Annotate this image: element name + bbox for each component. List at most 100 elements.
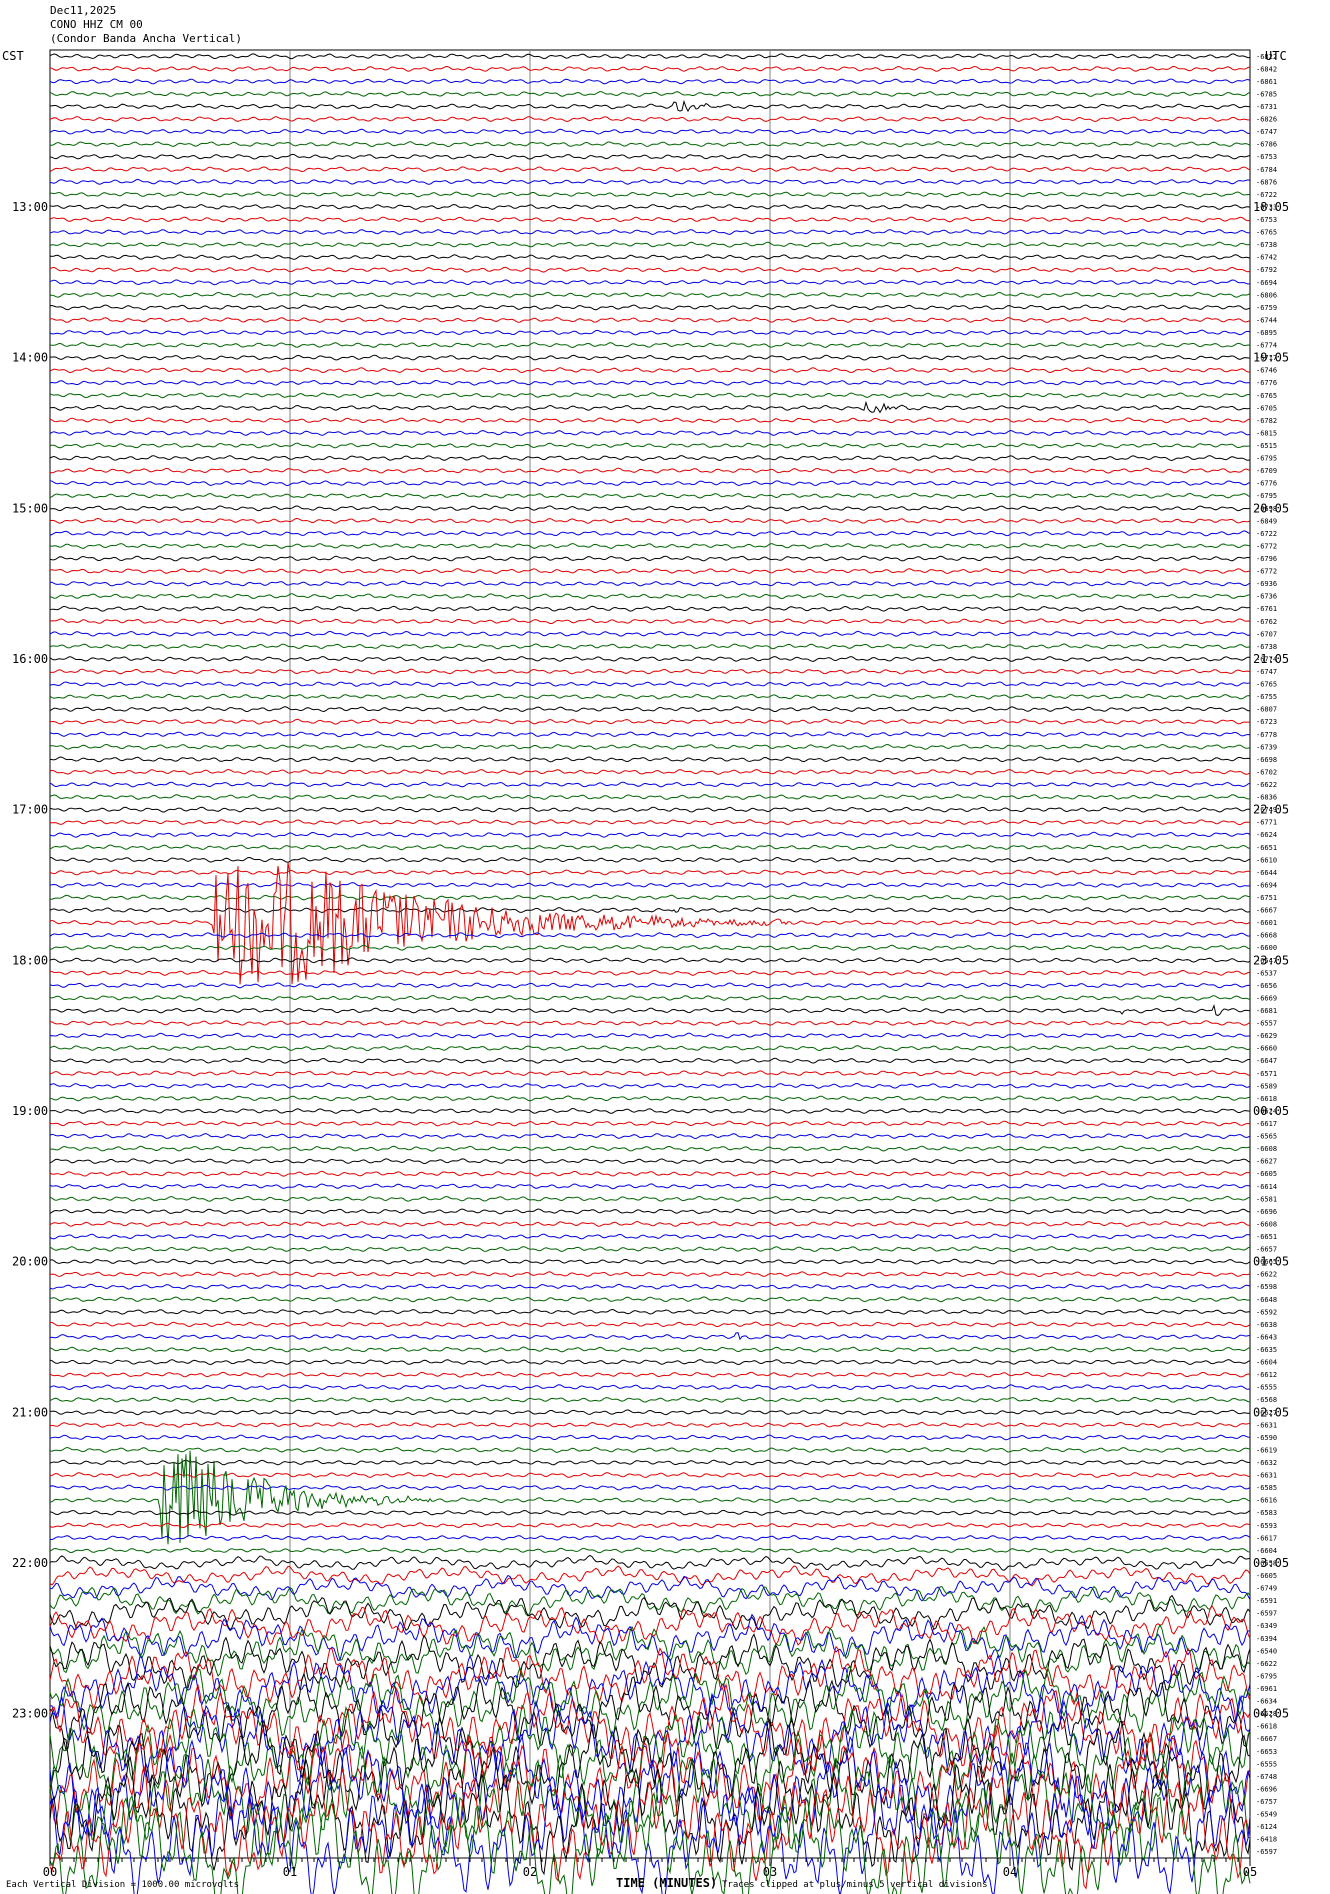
- trace-mean-label: -6807: [1256, 706, 1277, 714]
- trace-mean-label: -6591: [1256, 1597, 1277, 1605]
- seismic-trace: [49, 1057, 1250, 1064]
- seismic-trace: [49, 153, 1251, 160]
- x-axis: 00 01 02 03 04 05: [43, 1858, 1257, 1879]
- trace-mean-label: -6557: [1256, 1020, 1277, 1028]
- trace-mean-label: -6792: [1256, 266, 1277, 274]
- seismic-trace: [49, 1095, 1251, 1102]
- trace-mean-label: -6786: [1256, 141, 1277, 149]
- seismic-trace: [49, 379, 1251, 386]
- trace-mean-label: -6739: [1256, 743, 1277, 751]
- seismic-trace: [49, 555, 1251, 562]
- seismic-trace: [49, 1346, 1251, 1353]
- trace-mean-label: -6618: [1256, 1723, 1277, 1731]
- trace-mean-label: -6815: [1256, 429, 1277, 437]
- seismic-trace: [49, 1672, 1251, 1753]
- seismic-trace: [49, 455, 1251, 462]
- seismic-trace: [49, 1003, 1251, 1017]
- trace-mean-label: -6747: [1256, 128, 1277, 136]
- seismic-trace: [49, 543, 1251, 549]
- trace-mean-label: -6748: [1256, 1773, 1277, 1781]
- seismic-trace: [49, 1371, 1251, 1378]
- trace-mean-label: -6656: [1256, 982, 1277, 990]
- seismic-trace: [49, 1574, 1251, 1602]
- x-tick-label: 00: [43, 1865, 57, 1879]
- trace-mean-label: -6746: [1256, 367, 1277, 375]
- trace-mean-label: -6643: [1256, 1333, 1277, 1341]
- trace-mean-label: -6744: [1256, 316, 1277, 324]
- seismic-trace: [49, 317, 1251, 323]
- trace-mean-label: -6698: [1256, 756, 1277, 764]
- trace-mean-label: -6806: [1256, 291, 1277, 299]
- x-tick-label: 01: [283, 1865, 297, 1879]
- seismic-trace: [49, 1775, 1251, 1894]
- trace-mean-label: -6895: [1256, 329, 1277, 337]
- seismic-trace: [49, 291, 1251, 298]
- trace-mean-label: -6722: [1256, 530, 1277, 538]
- seismic-trace: [49, 1308, 1251, 1315]
- trace-mean-label: -6549: [1256, 1811, 1277, 1819]
- seismic-trace: [49, 1472, 1251, 1479]
- trace-mean-label: -6617: [1256, 1120, 1277, 1128]
- trace-mean-label: -6731: [1256, 103, 1277, 111]
- seismic-trace: [49, 480, 1251, 487]
- trace-mean-label: -6784: [1256, 166, 1277, 174]
- seismic-trace: [49, 907, 1251, 914]
- seismic-trace: [50, 99, 1250, 113]
- seismic-trace: [49, 768, 1251, 775]
- seismic-trace: [49, 203, 1251, 210]
- left-time-label: 20:00: [12, 1255, 48, 1269]
- trace-mean-label: -6705: [1256, 404, 1277, 412]
- trace-mean-label: -6635: [1256, 1346, 1277, 1354]
- trace-mean-label: -6634: [1256, 1698, 1277, 1706]
- right-time-label: 03:05: [1253, 1556, 1289, 1570]
- seismic-trace: [49, 229, 1251, 236]
- seismic-trace: [49, 869, 1251, 876]
- seismic-trace: [49, 1450, 1251, 1545]
- trace-mean-label: -6597: [1256, 1610, 1277, 1618]
- seismic-trace: [49, 1208, 1251, 1215]
- division-note: Each Vertical Division = 1000.00 microvo…: [6, 1880, 239, 1890]
- seismic-trace: [49, 53, 1251, 60]
- seismic-trace: [49, 1246, 1251, 1253]
- trace-mean-label: -6749: [1256, 806, 1277, 814]
- seismic-trace: [49, 1645, 1251, 1710]
- trace-mean-label: -6702: [1256, 768, 1277, 776]
- trace-mean-label: -6696: [1256, 1785, 1277, 1793]
- trace-mean-label: -6617: [1256, 1534, 1277, 1542]
- seismic-trace: [49, 630, 1251, 637]
- trace-mean-label: -6822: [1256, 53, 1277, 61]
- seismic-trace: [49, 1233, 1251, 1240]
- seismic-trace: [49, 862, 1251, 985]
- trace-mean-label: -6698: [1256, 505, 1277, 513]
- trace-mean-label: -6614: [1256, 1183, 1277, 1191]
- seismic-trace: [49, 1633, 1251, 1691]
- trace-mean-label: -6717: [1256, 354, 1277, 362]
- trace-mean-label: -6668: [1256, 932, 1277, 940]
- trace-mean-label: -6936: [1256, 580, 1277, 588]
- left-time-label: 23:00: [12, 1707, 48, 1721]
- trace-mean-label: -6738: [1256, 643, 1277, 651]
- right-time-label: 00:05: [1253, 1104, 1289, 1118]
- seismic-trace: [49, 1170, 1251, 1177]
- seismic-trace: [49, 668, 1251, 675]
- trace-mean-label: -6612: [1256, 1371, 1277, 1379]
- seismic-trace: [49, 492, 1251, 499]
- seismic-trace: [49, 944, 1251, 951]
- seismic-trace: [49, 1032, 1250, 1039]
- right-zone-label: UTC: [1265, 49, 1287, 63]
- seismic-trace: [49, 618, 1251, 625]
- seismic-trace: [49, 1683, 1251, 1767]
- seismic-trace: [49, 932, 1251, 939]
- seismic-trace: [49, 1704, 1251, 1799]
- seismic-trace: [49, 392, 1251, 399]
- trace-mean-label: -6648: [1256, 1296, 1277, 1304]
- seismic-trace: [50, 1654, 1251, 1723]
- trace-mean-label: -6647: [1256, 1057, 1277, 1065]
- trace-mean-label: -6653: [1256, 1748, 1277, 1756]
- x-tick-label: 03: [763, 1865, 777, 1879]
- trace-mean-label: -6826: [1256, 116, 1277, 124]
- trace-mean-label: -6593: [1256, 1522, 1277, 1530]
- trace-mean-label: -6608: [1256, 1220, 1277, 1228]
- seismic-trace: [49, 1665, 1251, 1739]
